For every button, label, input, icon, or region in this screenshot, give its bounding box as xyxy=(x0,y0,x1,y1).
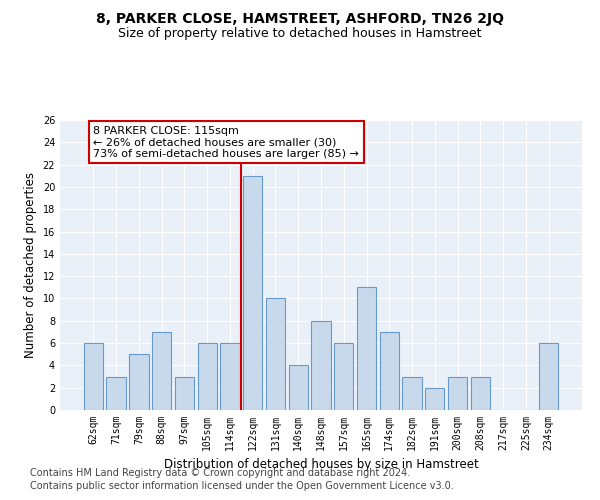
Bar xyxy=(380,332,399,410)
Bar xyxy=(220,343,239,410)
Text: 8, PARKER CLOSE, HAMSTREET, ASHFORD, TN26 2JQ: 8, PARKER CLOSE, HAMSTREET, ASHFORD, TN2… xyxy=(96,12,504,26)
Text: Contains HM Land Registry data © Crown copyright and database right 2024.: Contains HM Land Registry data © Crown c… xyxy=(30,468,410,477)
Bar xyxy=(470,376,490,410)
Bar xyxy=(84,343,103,410)
Bar xyxy=(243,176,262,410)
Text: Size of property relative to detached houses in Hamstreet: Size of property relative to detached ho… xyxy=(118,28,482,40)
Bar xyxy=(106,376,126,410)
Bar xyxy=(311,321,331,410)
Text: Contains public sector information licensed under the Open Government Licence v3: Contains public sector information licen… xyxy=(30,481,454,491)
Bar xyxy=(403,376,422,410)
Bar xyxy=(152,332,172,410)
Bar xyxy=(197,343,217,410)
Bar xyxy=(357,288,376,410)
Y-axis label: Number of detached properties: Number of detached properties xyxy=(24,172,37,358)
Bar xyxy=(266,298,285,410)
Text: 8 PARKER CLOSE: 115sqm
← 26% of detached houses are smaller (30)
73% of semi-det: 8 PARKER CLOSE: 115sqm ← 26% of detached… xyxy=(94,126,359,159)
Bar xyxy=(448,376,467,410)
Bar xyxy=(539,343,558,410)
X-axis label: Distribution of detached houses by size in Hamstreet: Distribution of detached houses by size … xyxy=(164,458,478,471)
Bar xyxy=(129,354,149,410)
Bar xyxy=(334,343,353,410)
Bar xyxy=(289,366,308,410)
Bar xyxy=(425,388,445,410)
Bar xyxy=(175,376,194,410)
